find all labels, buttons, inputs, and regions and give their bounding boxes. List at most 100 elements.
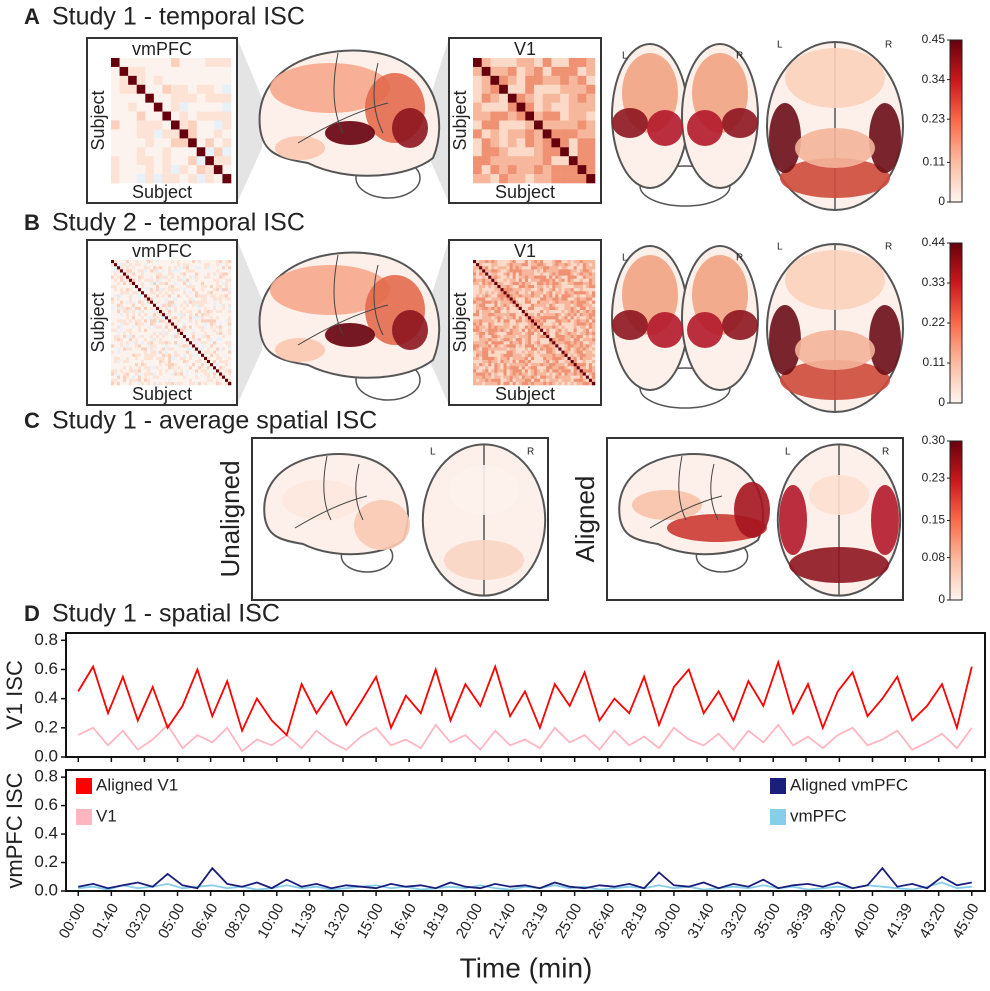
matrix-cell bbox=[171, 260, 175, 264]
matrix-cell bbox=[198, 263, 202, 267]
matrix-cell bbox=[156, 360, 160, 364]
matrix-cell bbox=[530, 344, 535, 348]
matrix-cell bbox=[494, 353, 498, 358]
matrix-cell bbox=[179, 147, 189, 157]
matrix-cell bbox=[120, 303, 124, 308]
matrix-cell bbox=[564, 260, 568, 264]
matrix-cell bbox=[491, 272, 495, 276]
matrix-cell bbox=[537, 322, 541, 326]
matrix-cell bbox=[228, 306, 232, 311]
matrix-cell bbox=[561, 372, 565, 376]
matrix-cell bbox=[207, 294, 211, 298]
matrix-cell bbox=[507, 174, 517, 184]
matrix-cell bbox=[207, 369, 211, 373]
matrix-cell bbox=[524, 303, 529, 308]
matrix-cell bbox=[168, 294, 172, 298]
matrix-cell bbox=[111, 294, 115, 298]
matrix-cell bbox=[542, 147, 552, 157]
matrix-cell bbox=[481, 84, 491, 95]
matrix-cell bbox=[153, 84, 163, 95]
matrix-cell bbox=[564, 272, 568, 276]
matrix-cell bbox=[159, 378, 163, 383]
matrix-cell bbox=[534, 300, 538, 305]
matrix-cell bbox=[586, 138, 596, 148]
matrix-cell bbox=[564, 360, 568, 364]
matrix-cell bbox=[488, 263, 492, 267]
matrix-cell bbox=[500, 356, 504, 361]
matrix-cell bbox=[476, 319, 480, 323]
matrix-cell bbox=[153, 297, 157, 301]
matrix-cell bbox=[521, 303, 526, 308]
matrix-cell bbox=[506, 272, 510, 276]
matrix-cell bbox=[171, 313, 175, 317]
matrix-cell bbox=[585, 356, 590, 361]
matrix-cell bbox=[216, 300, 220, 305]
matrix-cell bbox=[534, 275, 538, 280]
matrix-cell bbox=[192, 325, 196, 330]
matrix-cell bbox=[479, 313, 483, 317]
matrix-cell bbox=[153, 272, 157, 276]
matrix-cell bbox=[210, 322, 214, 326]
matrix-cell bbox=[573, 375, 577, 380]
matrix-cell bbox=[543, 288, 547, 292]
matrix-cell bbox=[564, 381, 568, 386]
matrix-cell bbox=[138, 360, 142, 364]
matrix-cell bbox=[591, 341, 596, 345]
colorbar-tick-label: 0 bbox=[938, 194, 945, 208]
matrix-cell bbox=[499, 156, 509, 166]
matrix-cell bbox=[568, 129, 578, 139]
matrix-cell bbox=[177, 310, 181, 314]
brain-label: R bbox=[885, 40, 892, 51]
matrix-cell bbox=[588, 303, 593, 308]
matrix-cell bbox=[126, 300, 130, 305]
matrix-cell bbox=[527, 288, 532, 292]
matrix-cell bbox=[150, 344, 154, 348]
matrix-cell bbox=[188, 75, 198, 86]
matrix-cell bbox=[186, 313, 190, 317]
matrix-cell bbox=[564, 325, 568, 330]
matrix-cell bbox=[141, 278, 145, 283]
matrix-cell bbox=[479, 316, 483, 320]
matrix-cell bbox=[576, 363, 581, 367]
matrix-cell bbox=[494, 263, 498, 267]
matrix-cell bbox=[171, 328, 175, 333]
matrix-cell bbox=[168, 297, 172, 301]
matrix-cell bbox=[156, 356, 160, 361]
zoom-wedge bbox=[237, 240, 262, 405]
matrix-cell bbox=[165, 300, 169, 305]
matrix-cell bbox=[150, 325, 154, 330]
matrix-cell bbox=[500, 316, 504, 320]
matrix-cell bbox=[138, 381, 142, 386]
matrix-cell bbox=[188, 84, 198, 95]
matrix-cell bbox=[153, 269, 157, 273]
matrix-cell bbox=[222, 285, 226, 289]
matrix-cell bbox=[512, 278, 516, 283]
matrix-cell bbox=[500, 369, 504, 373]
matrix-cell bbox=[138, 272, 142, 276]
matrix-cell bbox=[479, 291, 483, 295]
matrix-cell bbox=[228, 372, 232, 376]
matrix-cell bbox=[210, 341, 214, 345]
matrix-cell bbox=[201, 335, 205, 339]
matrix-cell bbox=[168, 269, 172, 273]
matrix-cell bbox=[135, 331, 139, 336]
matrix-cell bbox=[524, 369, 529, 373]
matrix-cell bbox=[174, 335, 178, 339]
matrix-cell bbox=[219, 316, 223, 320]
matrix-cell bbox=[174, 316, 178, 320]
matrix-cell bbox=[222, 294, 226, 298]
matrix-cell bbox=[186, 335, 190, 339]
matrix-cell bbox=[588, 278, 593, 283]
matrix-cell bbox=[180, 281, 184, 286]
matrix-cell bbox=[210, 350, 214, 355]
matrix-cell bbox=[512, 341, 516, 345]
matrix-cell bbox=[543, 381, 547, 386]
matrix-cell bbox=[126, 275, 130, 280]
matrix-cell bbox=[119, 75, 129, 86]
matrix-cell bbox=[150, 288, 154, 292]
matrix-cell bbox=[213, 366, 217, 370]
series-line bbox=[78, 866, 972, 890]
matrix-cell bbox=[490, 58, 500, 68]
matrix-cell bbox=[156, 338, 160, 342]
matrix-cell bbox=[512, 344, 516, 348]
